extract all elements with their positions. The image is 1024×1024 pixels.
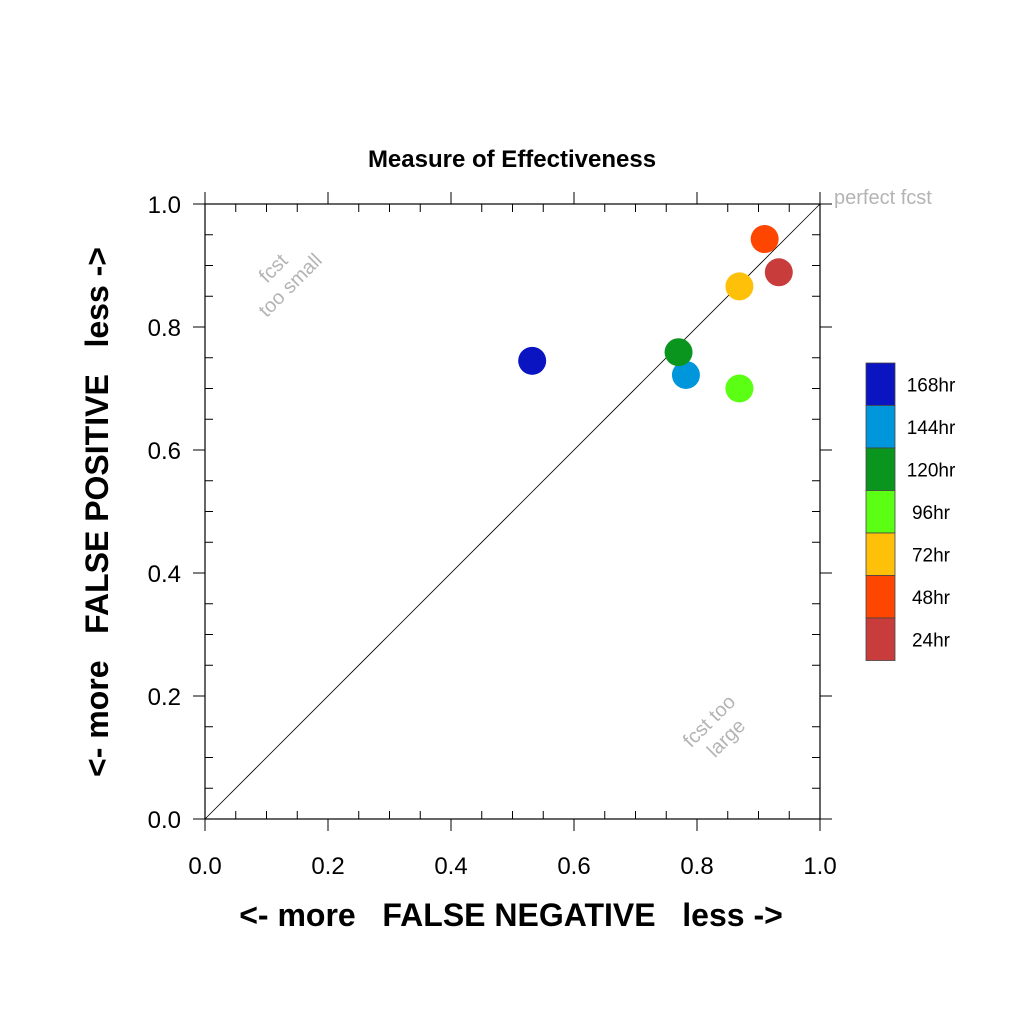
perfect-forecast-line — [204, 203, 821, 820]
y-tick-label: 0.2 — [148, 684, 181, 711]
y-tick-label: 1.0 — [148, 192, 181, 219]
y-tick-label: 0.6 — [148, 438, 181, 465]
legend-swatch-72hr — [865, 532, 896, 576]
point-24hr — [764, 258, 793, 287]
too-small-note: fcst too small — [255, 250, 327, 322]
x-tick-label: 0.0 — [188, 853, 221, 880]
legend-swatch-168hr — [865, 362, 896, 406]
y-tick-labels: 0.0 0.2 0.4 0.6 0.8 1.0 — [148, 192, 181, 834]
x-tick-label: 0.6 — [557, 853, 590, 880]
legend-swatch-120hr — [865, 447, 896, 491]
y-tick-label: 0.8 — [148, 315, 181, 342]
y-tick-label: 0.0 — [148, 807, 181, 834]
legend-label-96hr: 96hr — [912, 503, 951, 524]
point-96hr — [725, 374, 754, 403]
x-axis-title: <- more FALSE NEGATIVE less -> — [239, 897, 783, 933]
legend-label-48hr: 48hr — [912, 588, 951, 609]
data-points — [518, 225, 793, 403]
y-axis-title: <- more FALSE POSITIVE less -> — [79, 247, 115, 777]
point-48hr — [750, 225, 779, 254]
point-144hr — [671, 360, 700, 389]
x-tick-label: 0.8 — [680, 853, 713, 880]
point-72hr — [725, 272, 754, 301]
perfect-forecast-note: perfect fcst — [834, 187, 932, 209]
legend-label-120hr: 120hr — [907, 460, 956, 481]
legend-swatch-24hr — [865, 617, 896, 661]
y-tick-label: 0.4 — [148, 561, 181, 588]
axis-ticks — [193, 192, 832, 831]
legend-label-168hr: 168hr — [907, 375, 956, 396]
legend-label-72hr: 72hr — [912, 545, 951, 566]
x-tick-label: 1.0 — [803, 853, 836, 880]
legend-swatch-48hr — [865, 575, 896, 619]
too-large-note: fcst too large — [679, 691, 750, 762]
plot-area — [193, 192, 832, 831]
x-tick-label: 0.2 — [311, 853, 344, 880]
x-tick-labels: 0.0 0.2 0.4 0.6 0.8 1.0 — [188, 853, 836, 880]
chart-title: Measure of Effectiveness — [368, 146, 656, 173]
legend-swatch-144hr — [865, 405, 896, 449]
x-tick-label: 0.4 — [434, 853, 467, 880]
legend-label-24hr: 24hr — [912, 630, 951, 651]
legend-swatch-96hr — [865, 490, 896, 534]
legend: 168hr 144hr 120hr 96hr 72hr 48hr 24hr — [865, 362, 956, 661]
point-168hr — [518, 346, 547, 375]
point-120hr — [664, 338, 693, 367]
legend-label-144hr: 144hr — [907, 418, 956, 439]
